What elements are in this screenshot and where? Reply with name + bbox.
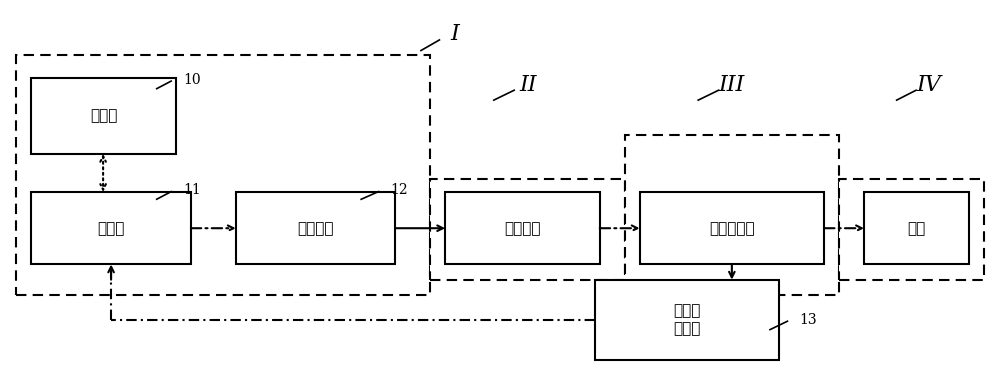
- Text: 10: 10: [183, 73, 201, 86]
- Bar: [430, 179, 625, 280]
- Bar: [16, 55, 430, 295]
- Bar: [31, 78, 176, 154]
- Text: 振荡生成器: 振荡生成器: [709, 221, 755, 236]
- Bar: [839, 179, 984, 280]
- Text: I: I: [451, 23, 460, 45]
- Bar: [640, 192, 824, 265]
- Bar: [31, 192, 191, 265]
- Text: 11: 11: [183, 183, 201, 197]
- Text: 水洞: 水洞: [907, 221, 925, 236]
- Text: III: III: [718, 74, 744, 96]
- Text: 工控机: 工控机: [90, 108, 117, 123]
- Text: 伺服电机: 伺服电机: [297, 221, 334, 236]
- Text: IV: IV: [916, 74, 941, 96]
- Text: II: II: [519, 74, 537, 96]
- Text: 控制器: 控制器: [97, 221, 125, 236]
- Text: 12: 12: [390, 183, 408, 197]
- Bar: [864, 192, 969, 265]
- Bar: [445, 192, 600, 265]
- Bar: [236, 192, 395, 265]
- Text: 传动机构: 传动机构: [504, 221, 541, 236]
- Bar: [595, 280, 779, 360]
- Text: 角速度
传感器: 角速度 传感器: [673, 303, 701, 336]
- Text: 13: 13: [799, 313, 817, 327]
- Bar: [625, 135, 839, 295]
